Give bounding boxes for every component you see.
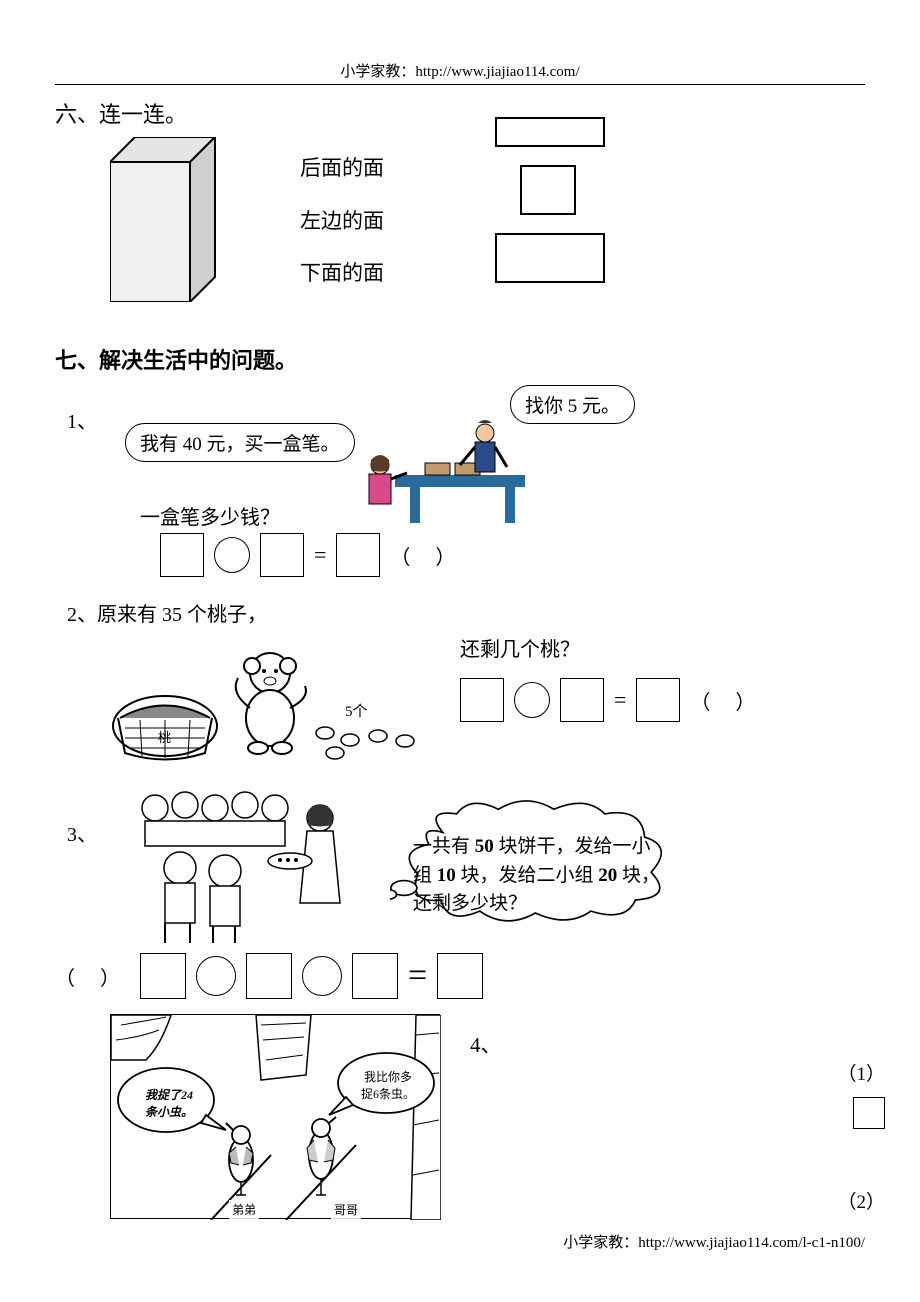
q4-number: 4、 xyxy=(470,1029,502,1059)
q2-intro-text: 原来有 35 个桃子， xyxy=(97,604,267,626)
q2-paren: （ ） xyxy=(690,686,765,715)
q2-number: 2、 xyxy=(67,604,97,626)
q2-question: 还剩几个桃？ xyxy=(460,633,580,662)
match-rect-1 xyxy=(495,117,605,147)
question-3: 3、 一共有 50 块饼干，发给一小组 10 块，发给二小组 20 块，还剩多少… xyxy=(55,788,865,1013)
face-bottom-label: 下面的面 xyxy=(300,247,384,300)
q3-box-4[interactable] xyxy=(437,953,483,999)
match-rect-2 xyxy=(520,165,576,215)
q4-birds-illustration: 我捉了24条小虫。 我比你多捉6条虫。 弟弟 哥哥 xyxy=(110,1014,440,1219)
question-2: 2、原来有 35 个桃子， 桃 5个 还剩几个桃？ = （ ） xyxy=(55,598,865,778)
q1-bubble-left-text: 我有 40 元，买一盒笔。 xyxy=(140,434,340,455)
q3-paren: （ ） xyxy=(55,962,130,991)
q1-shop-illustration xyxy=(355,415,535,525)
q3-number: 3、 xyxy=(67,818,97,847)
q2-box-3[interactable] xyxy=(636,678,680,722)
q1-question: 一盒笔多少钱？ xyxy=(140,501,280,530)
q4-left-name: 弟弟 xyxy=(229,1200,259,1219)
q1-equals: = xyxy=(314,542,326,568)
footer-source: 小学家教：http://www.jiajiao114.com/l-c1-n100… xyxy=(563,1231,865,1252)
q2-box-1[interactable] xyxy=(460,678,504,722)
q3-equals: = xyxy=(408,957,427,995)
match-rect-3 xyxy=(495,233,605,283)
q3-cloud-text: 一共有 50 块饼干，发给一小组 10 块，发给二小组 20 块，还剩多少块？ xyxy=(413,833,663,919)
cuboid-shape xyxy=(110,137,220,302)
q3-op-2[interactable] xyxy=(302,956,342,996)
footer-label: 小学家教： xyxy=(563,1235,638,1251)
q3-box-1[interactable] xyxy=(140,953,186,999)
q4-sub1: （1） xyxy=(837,1059,885,1086)
q3-op-1[interactable] xyxy=(196,956,236,996)
q1-equation: = （ ） xyxy=(160,533,465,577)
face-labels: 后面的面 左边的面 下面的面 xyxy=(300,142,384,300)
q4-right-name: 哥哥 xyxy=(331,1200,361,1219)
q3-box-2[interactable] xyxy=(246,953,292,999)
q2-equals: = xyxy=(614,687,626,713)
q1-bubble-left: 我有 40 元，买一盒笔。 xyxy=(125,423,355,462)
header-source: 小学家教：http://www.jiajiao114.com/ xyxy=(55,60,865,81)
q1-box-3[interactable] xyxy=(336,533,380,577)
face-back-label: 后面的面 xyxy=(300,142,384,195)
q3-box-3[interactable] xyxy=(352,953,398,999)
q1-paren: （ ） xyxy=(390,541,465,570)
q1-op-circle[interactable] xyxy=(214,537,250,573)
header-label: 小学家教： xyxy=(340,64,415,80)
header-url: http://www.jiajiao114.com/ xyxy=(415,64,579,80)
basket-char: 桃 xyxy=(158,730,171,745)
face-rects xyxy=(495,117,605,301)
header-rule xyxy=(55,84,865,85)
q2-monkey-illustration: 桃 5个 xyxy=(110,638,440,768)
question-4: 我捉了24条小虫。 我比你多捉6条虫。 弟弟 哥哥 4、 （1） （2） xyxy=(55,1019,865,1249)
q1-number: 1、 xyxy=(67,405,97,434)
q2-box-2[interactable] xyxy=(560,678,604,722)
q1-bubble-right-text: 找你 5 元。 xyxy=(525,396,620,417)
footer-url: http://www.jiajiao114.com/l-c1-n100/ xyxy=(638,1235,865,1251)
q2-op-circle[interactable] xyxy=(514,682,550,718)
face-left-label: 左边的面 xyxy=(300,195,384,248)
q4-sub2: （2） xyxy=(837,1187,885,1214)
q4-right-speech: 我比你多捉6条虫。 xyxy=(357,1067,419,1103)
q2-five-label: 5个 xyxy=(345,703,368,720)
q3-children-illustration xyxy=(125,783,360,953)
question-1: 1、 我有 40 元，买一盒笔。 找你 5 元。 一盒笔多少钱？ = （ ） xyxy=(55,385,865,580)
q4-left-speech: 我捉了24条小虫。 xyxy=(139,1085,199,1121)
q1-box-2[interactable] xyxy=(260,533,304,577)
section7-title: 七、解决生活中的问题。 xyxy=(55,343,865,375)
section6-title: 六、连一连。 xyxy=(55,97,865,129)
q1-box-1[interactable] xyxy=(160,533,204,577)
q3-equation: （ ） = xyxy=(55,953,483,999)
q4-answer-box[interactable] xyxy=(853,1097,885,1129)
section6-body: 后面的面 左边的面 下面的面 xyxy=(55,137,865,317)
q2-intro: 2、原来有 35 个桃子， xyxy=(67,604,267,626)
q2-equation: = （ ） xyxy=(460,678,765,722)
